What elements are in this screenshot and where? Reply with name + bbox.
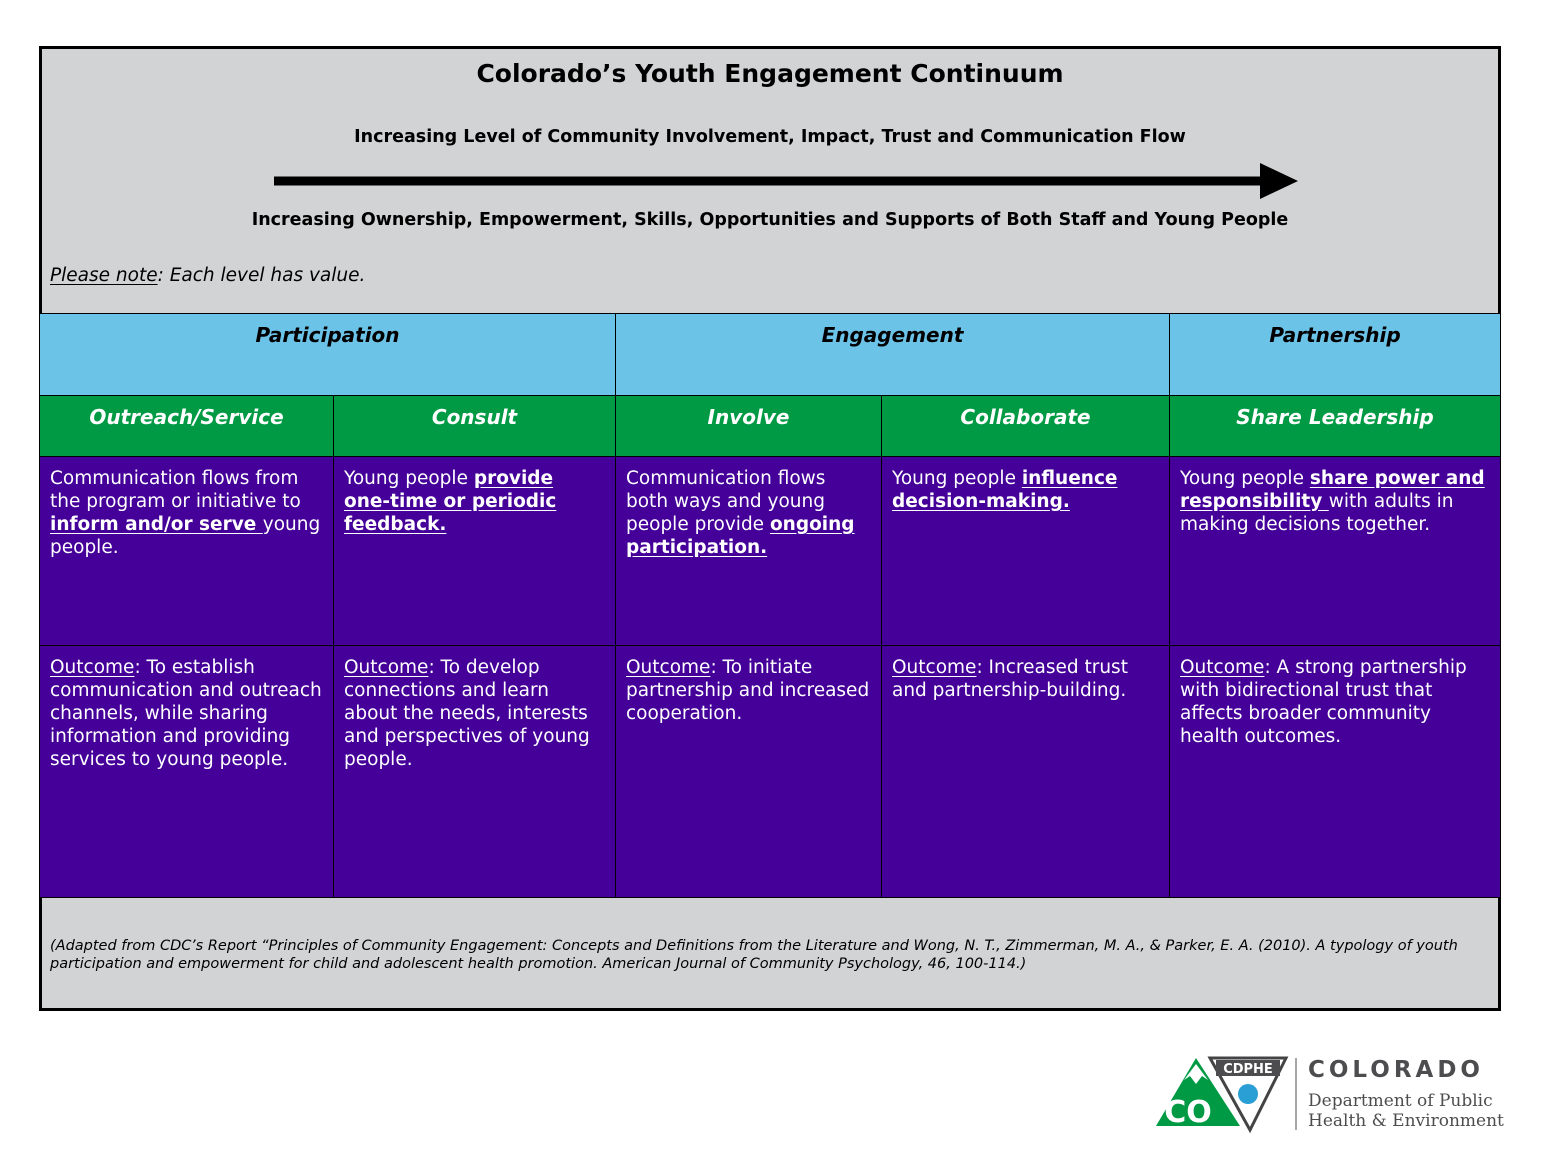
level-header: Consult [333, 395, 616, 457]
description-cell: Young people provide one-time or periodi… [333, 456, 616, 646]
outcome-label: Outcome [50, 657, 135, 678]
logo-line: Department of Public [1308, 1091, 1493, 1111]
note-label: Please note [50, 265, 158, 286]
level-header: Involve [615, 395, 882, 457]
description-text: young people. [50, 514, 321, 558]
description-text: Young people [344, 468, 474, 489]
citation: (Adapted from CDC’s Report “Principles o… [50, 938, 1458, 972]
description-text: Young people [892, 468, 1022, 489]
level-header: Collaborate [881, 395, 1170, 457]
group-header: Partnership [1169, 313, 1501, 396]
description-emphasis: inform and/or serve [50, 514, 263, 535]
description-emphasis: share power and responsibility [1180, 468, 1485, 512]
subtitle: Increasing Level of Community Involvemen… [354, 127, 1186, 147]
logo-line: Health & Environment [1308, 1111, 1504, 1131]
arrow [274, 163, 1298, 199]
description-text: Young people [1180, 468, 1310, 489]
description-emphasis: influence decision-making. [892, 468, 1118, 512]
group-header: Participation [39, 313, 616, 396]
title: Colorado’s Youth Engagement Continuum [476, 59, 1064, 88]
description-cell: Young people influence decision-making. [881, 456, 1170, 646]
level-header: Share Leadership [1169, 395, 1501, 457]
outcome-text: : A strong partnership with bidirectiona… [1180, 657, 1467, 747]
description-text: with adults in making decisions together… [1180, 491, 1454, 535]
level-header: Outreach/Service [39, 395, 334, 457]
outcome-cell: Outcome: A strong partnership with bidir… [1169, 645, 1501, 898]
outcome-cell: Outcome: To initiate partnership and inc… [615, 645, 882, 898]
outcome-text: : Increased trust and partnership-buildi… [892, 657, 1128, 701]
outcome-cell: Outcome: To establish communication and … [39, 645, 334, 898]
logo: CO CDPHE COLORADO Department of Public H… [1156, 1056, 1504, 1134]
group-header: Engagement [615, 313, 1170, 396]
description-text: Communication flows both ways and young … [626, 468, 826, 535]
outcome-text: : To develop connections and learn about… [344, 657, 590, 770]
outcome-label: Outcome [344, 657, 429, 678]
outcome-text: : To establish communication and outreac… [50, 657, 322, 770]
description-cell: Communication flows both ways and young … [615, 456, 882, 646]
logo-badge: CDPHE [1223, 1062, 1273, 1077]
description-cell: Young people share power and responsibil… [1169, 456, 1501, 646]
outcome-label: Outcome [626, 657, 711, 678]
description-emphasis: provide one-time or periodic feedback. [344, 468, 557, 535]
outcome-text: : To initiate partnership and increased … [626, 657, 870, 724]
description-emphasis: ongoing participation. [626, 514, 855, 558]
outcome-cell: Outcome: Increased trust and partnership… [881, 645, 1170, 898]
outcome-cell: Outcome: To develop connections and lear… [333, 645, 616, 898]
note-text: : Each level has value. [157, 265, 366, 286]
description-text: Communication flows from the program or … [50, 468, 301, 512]
note: Please note: Each level has value. [50, 265, 365, 286]
logo-mark: CO [1164, 1095, 1212, 1130]
subtitle: Increasing Ownership, Empowerment, Skill… [251, 210, 1289, 230]
outcome-label: Outcome [1180, 657, 1265, 678]
outcome-label: Outcome [892, 657, 977, 678]
description-cell: Communication flows from the program or … [39, 456, 334, 646]
logo-state: COLORADO [1308, 1057, 1484, 1083]
